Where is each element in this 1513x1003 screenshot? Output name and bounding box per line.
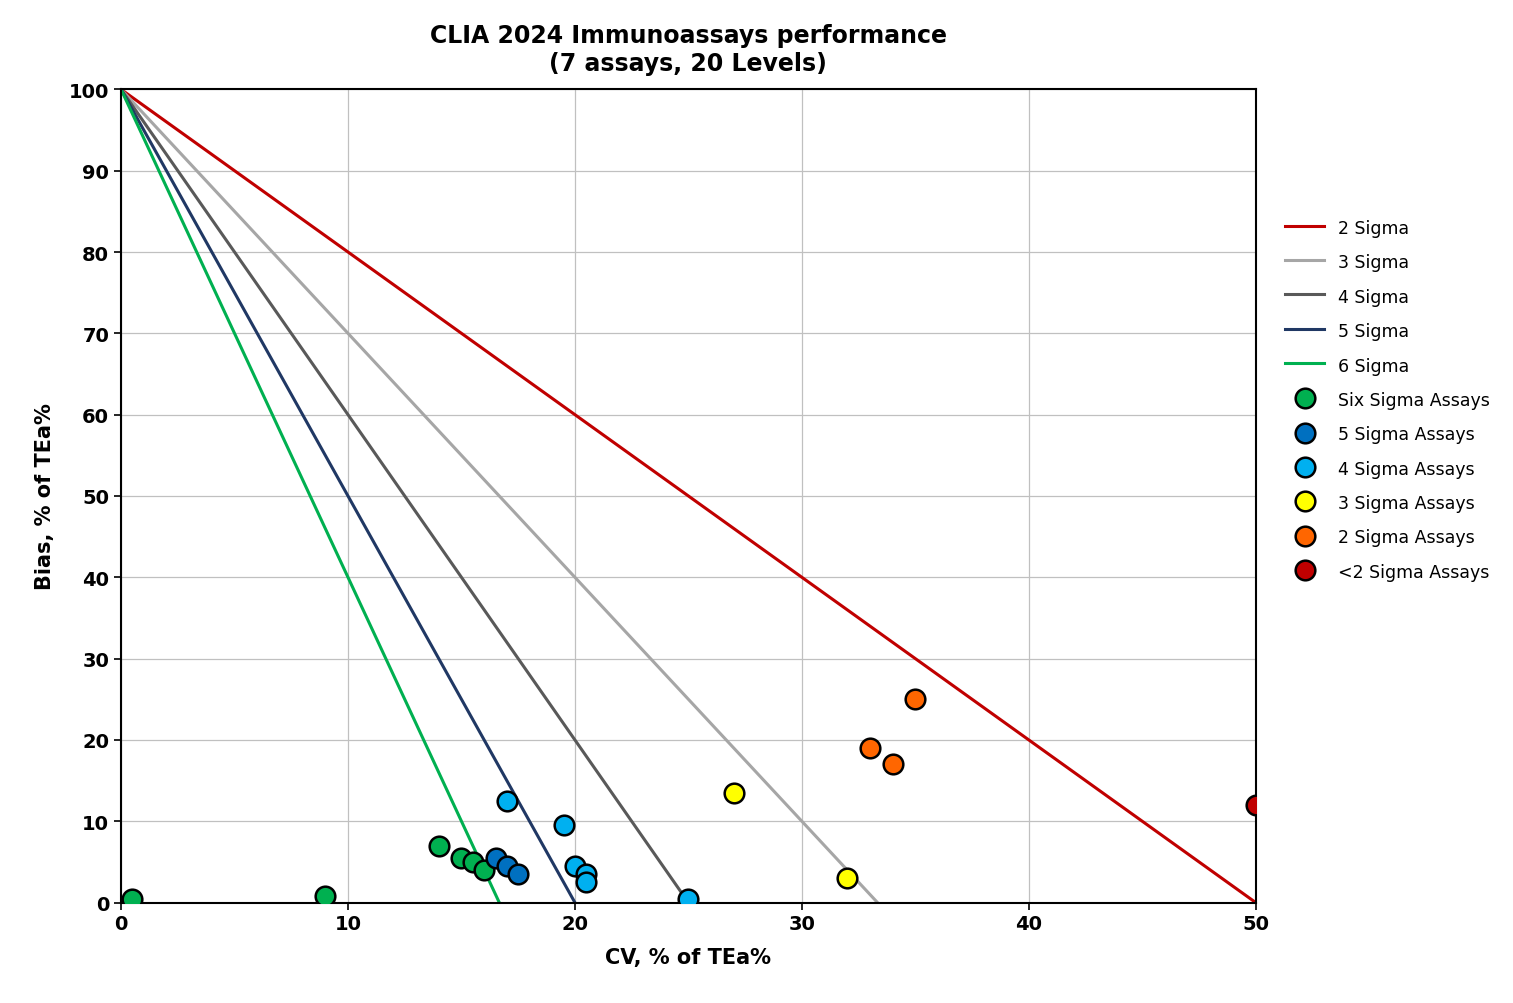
Six Sigma Assays bbox=[121, 891, 145, 907]
5 Sigma Assays bbox=[505, 867, 530, 883]
Six Sigma Assays bbox=[313, 889, 337, 905]
4 Sigma Assays bbox=[676, 891, 701, 907]
2 Sigma Assays bbox=[903, 692, 927, 708]
3 Sigma Assays bbox=[722, 785, 746, 801]
5 Sigma Assays bbox=[495, 859, 519, 875]
2 Sigma Assays bbox=[858, 740, 882, 756]
4 Sigma Assays bbox=[575, 875, 599, 891]
<2 Sigma Assays bbox=[1244, 797, 1268, 813]
4 Sigma Assays bbox=[575, 867, 599, 883]
4 Sigma Assays bbox=[563, 859, 587, 875]
Y-axis label: Bias, % of TEa%: Bias, % of TEa% bbox=[35, 403, 54, 590]
Six Sigma Assays bbox=[427, 838, 451, 854]
3 Sigma Assays bbox=[835, 871, 859, 887]
X-axis label: CV, % of TEa%: CV, % of TEa% bbox=[605, 948, 772, 967]
Six Sigma Assays bbox=[449, 850, 474, 866]
Title: CLIA 2024 Immunoassays performance
(7 assays, 20 Levels): CLIA 2024 Immunoassays performance (7 as… bbox=[430, 24, 947, 76]
Six Sigma Assays bbox=[460, 855, 484, 871]
Six Sigma Assays bbox=[472, 863, 496, 879]
4 Sigma Assays bbox=[551, 817, 575, 833]
Legend: 2 Sigma, 3 Sigma, 4 Sigma, 5 Sigma, 6 Sigma, Six Sigma Assays, 5 Sigma Assays, 4: 2 Sigma, 3 Sigma, 4 Sigma, 5 Sigma, 6 Si… bbox=[1278, 212, 1496, 588]
5 Sigma Assays bbox=[484, 850, 508, 866]
4 Sigma Assays bbox=[495, 793, 519, 809]
2 Sigma Assays bbox=[881, 756, 905, 772]
